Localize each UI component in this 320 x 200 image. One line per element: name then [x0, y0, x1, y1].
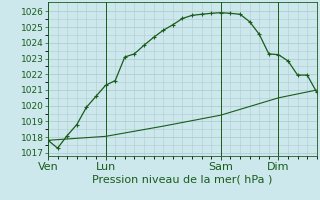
X-axis label: Pression niveau de la mer( hPa ): Pression niveau de la mer( hPa ): [92, 174, 273, 184]
